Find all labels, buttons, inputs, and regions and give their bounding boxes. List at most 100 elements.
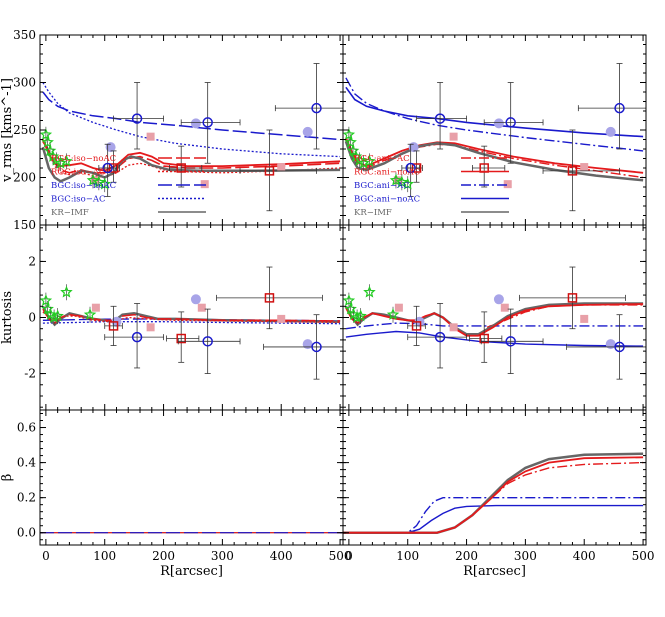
green-star-point — [344, 302, 357, 315]
legend-label: RGC:iso−AC — [51, 168, 106, 178]
x-tick-label: 300 — [211, 549, 234, 563]
red-square-point — [176, 163, 186, 173]
y-tick-label: 0.4 — [17, 456, 36, 470]
blue-circle-point — [505, 117, 516, 128]
y-axis-label: v_rms [kms^-1] — [0, 78, 15, 183]
red-square-point — [567, 293, 578, 303]
green-star-point — [43, 144, 57, 157]
legend-label: BGC:ani−noAC — [354, 195, 420, 205]
x-tick-label: 400 — [573, 549, 596, 563]
red-square-point — [108, 321, 119, 331]
model-curve-vrms_left-3 — [42, 82, 341, 158]
x-tick-label: 100 — [396, 549, 419, 563]
green-star-point — [344, 135, 357, 148]
pink-square-point — [449, 323, 458, 332]
green-star-point — [60, 154, 73, 167]
y-tick-label: 2 — [28, 254, 36, 268]
lilac-circle-point — [302, 339, 313, 350]
green-star-point — [386, 308, 400, 320]
y-tick-label: 300 — [13, 76, 36, 90]
x-tick-label: 500 — [329, 549, 352, 563]
model-curve-vrms_right-0 — [345, 86, 644, 138]
green-star-point — [395, 175, 409, 188]
green-star-point — [92, 175, 106, 188]
green-star-point — [40, 128, 53, 141]
red-square-point — [567, 166, 578, 176]
pink-square-point — [500, 303, 509, 312]
x-axis-label: R[arcsec] — [160, 564, 223, 579]
model-curve-kurt_left-0 — [42, 321, 341, 325]
legend-label: BGC:iso−AC — [51, 195, 106, 205]
legend-label: RGC:iso−noAC — [51, 154, 116, 164]
x-tick-label: 100 — [93, 549, 116, 563]
lilac-circle-point — [605, 339, 616, 350]
green-star-point — [354, 309, 367, 322]
legend-label: BGC:ani−AC — [354, 181, 410, 191]
pink-square-point — [146, 323, 155, 332]
pink-square-point — [394, 303, 403, 312]
green-star-point — [51, 309, 64, 322]
pink-square-point — [197, 303, 206, 312]
y-tick-label: 0.6 — [17, 421, 36, 435]
green-star-point — [40, 294, 53, 306]
model-curve-beta_right-4 — [343, 461, 644, 534]
green-star-point — [363, 154, 376, 167]
red-square-point — [411, 321, 422, 331]
blue-circle-point — [434, 331, 446, 343]
legend-label: KR−IMF — [51, 208, 89, 218]
red-square-point — [479, 333, 489, 344]
blue-circle-point — [614, 102, 625, 114]
model-curve-beta_right-0 — [343, 504, 644, 534]
model-curve-vrms_left-1 — [42, 141, 341, 179]
x-tick-label: 0 — [42, 549, 50, 563]
pink-square-point — [146, 132, 155, 141]
legend-label: RGC:ani−AC — [354, 154, 410, 164]
x-axis-label: R[arcsec] — [463, 564, 526, 579]
blue-circle-point — [202, 336, 213, 347]
lilac-circle-point — [493, 118, 504, 129]
x-tick-label: 200 — [152, 549, 175, 563]
y-axis-label: β — [0, 474, 15, 482]
green-star-point — [401, 177, 414, 190]
lilac-circle-point — [605, 126, 616, 137]
green-star-point — [60, 285, 73, 298]
panel-frame — [342, 409, 647, 546]
legend-label: BGC:iso−noAC — [51, 181, 116, 191]
y-tick-label: 350 — [13, 28, 36, 42]
model-curve-vrms_left-2 — [42, 91, 341, 141]
panel-frame — [39, 409, 344, 546]
y-tick-label: -2 — [24, 367, 36, 381]
model-curve-kurt_right-1 — [345, 322, 644, 330]
pink-square-point — [200, 180, 209, 189]
lilac-circle-point — [190, 294, 201, 305]
pink-square-point — [580, 314, 589, 323]
blue-circle-point — [131, 113, 143, 124]
pink-square-point — [503, 180, 512, 189]
green-star-point — [83, 308, 97, 320]
green-star-point — [343, 128, 356, 141]
y-tick-label: 0.0 — [17, 526, 36, 540]
legend-label: RGC:ani−noAC — [354, 168, 420, 178]
model-curve-beta_right-2 — [343, 452, 644, 534]
lilac-circle-point — [493, 294, 504, 305]
red-square-point — [264, 166, 275, 176]
blue-circle-point — [202, 117, 213, 128]
model-curve-vrms_right-1 — [345, 77, 644, 152]
x-tick-label: 200 — [455, 549, 478, 563]
blue-circle-point — [405, 162, 416, 174]
red-square-point — [264, 293, 275, 303]
green-star-point — [343, 294, 356, 306]
green-star-point — [98, 177, 111, 190]
pink-square-point — [277, 163, 286, 172]
blue-circle-point — [102, 162, 113, 174]
x-tick-label: 500 — [632, 549, 655, 563]
pink-square-point — [449, 132, 458, 141]
green-star-point — [363, 285, 376, 298]
pink-square-point — [91, 303, 100, 312]
model-curve-vrms_right-2 — [345, 139, 644, 179]
blue-circle-point — [434, 113, 446, 124]
blue-circle-point — [311, 102, 322, 114]
x-tick-label: 0 — [345, 549, 353, 563]
